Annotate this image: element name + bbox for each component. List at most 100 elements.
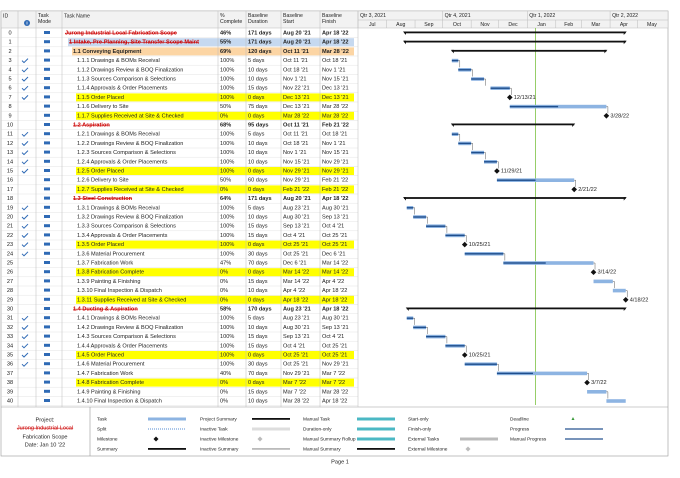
progress-bar xyxy=(451,133,459,135)
quarter-label: Qtr 1, 2022 xyxy=(529,13,555,19)
link-arrow xyxy=(606,391,609,399)
summary-cap xyxy=(572,123,576,127)
duration: 70 days xyxy=(248,260,268,266)
start-date: Nov 1 '21 xyxy=(283,76,306,82)
legend-symbol xyxy=(465,446,471,452)
task-name: 1.3.2 Drawings Review & BOQ Finalization xyxy=(77,214,183,220)
link-arrow xyxy=(471,69,473,77)
start-date: Nov 29 '21 xyxy=(283,168,310,174)
task-mode-icon xyxy=(44,150,50,154)
pct-complete: 100% xyxy=(220,76,234,82)
task-bar xyxy=(587,390,607,394)
pct-complete: 100% xyxy=(220,205,234,211)
legend-label: Summary xyxy=(97,446,118,452)
duration: 70 days xyxy=(248,371,268,377)
link-arrow xyxy=(471,143,473,151)
finish-date: Oct 4 '21 xyxy=(322,334,344,340)
task-name: 1.4.8 Fabrication Complete xyxy=(77,380,144,386)
finish-date: Mar 28 '22 xyxy=(322,389,348,395)
task-id: 38 xyxy=(7,380,13,386)
progress-bar xyxy=(496,372,533,375)
complete-check xyxy=(21,76,29,82)
pct-complete: 0% xyxy=(220,389,228,395)
task-id: 36 xyxy=(7,362,13,368)
column-header: Baseline Start xyxy=(283,13,303,25)
start-date: Oct 11 '21 xyxy=(283,49,309,55)
task-mode-icon xyxy=(44,132,50,136)
month-label: Jan xyxy=(537,22,545,28)
finish-date: Feb 21 '22 xyxy=(322,187,348,193)
milestone xyxy=(494,168,500,174)
month-label: Oct xyxy=(453,22,462,28)
finish-date: Apr 18 '22 xyxy=(322,30,349,36)
task-mode-icon xyxy=(44,159,50,163)
summary-cap xyxy=(450,49,454,54)
task-id: 2 xyxy=(8,49,11,55)
complete-check xyxy=(21,205,29,211)
pct-complete: 100% xyxy=(220,141,234,147)
row-highlight xyxy=(76,93,354,102)
task-name: 1.4.2 Drawings Review & BOQ Finalization xyxy=(77,325,183,331)
info-glyph: i xyxy=(26,20,27,25)
task-mode-icon xyxy=(44,261,50,264)
task-name: 1.2.6 Delivery to Site xyxy=(77,178,129,184)
complete-check xyxy=(21,251,29,257)
progress-bar xyxy=(484,161,497,163)
duration: 0 days xyxy=(248,187,265,193)
finish-date: Aug 30 '21 xyxy=(322,205,349,211)
task-bar xyxy=(606,399,626,403)
start-date: Oct 18 '21 xyxy=(283,67,308,73)
task-name: 1.3.1 Drawings & BOMs Receival xyxy=(77,205,160,211)
task-mode-icon xyxy=(44,242,50,246)
legend-symbol xyxy=(357,448,395,450)
legend-symbol xyxy=(565,438,603,440)
task-id: 15 xyxy=(7,168,13,174)
pct-complete: 100% xyxy=(220,233,234,239)
duration: 15 days xyxy=(248,334,268,340)
finish-date: Aug 30 '21 xyxy=(322,316,349,322)
finish-date: Nov 15 '21 xyxy=(322,76,349,82)
row-highlight xyxy=(68,38,354,47)
legend-symbol xyxy=(357,417,395,421)
legend-label: Manual Task xyxy=(303,416,330,422)
finish-date: Nov 29 '21 xyxy=(322,159,349,165)
month-label: Jul xyxy=(369,22,376,28)
pct-complete: 68% xyxy=(220,122,231,128)
duration: 171 days xyxy=(248,40,272,46)
column-header: Baseline Finish xyxy=(322,13,342,25)
milestone-label: 11/29/21 xyxy=(501,168,522,174)
pct-complete: 50% xyxy=(220,178,231,184)
start-date: Oct 25 '21 xyxy=(283,352,308,358)
finish-date: Apr 18 '22 xyxy=(322,398,347,404)
pct-complete: 100% xyxy=(220,343,234,349)
complete-check xyxy=(21,67,29,73)
finish-date: Nov 29 '21 xyxy=(322,362,349,368)
milestone-label: 3/14/22 xyxy=(598,270,617,276)
column-header: ID xyxy=(3,13,8,19)
finish-date: Apr 4 '22 xyxy=(322,279,344,285)
complete-check xyxy=(21,361,29,367)
task-name: 1.1.7 Supplies Received at Site & Checke… xyxy=(77,113,184,119)
task-name: 1.3 Steel Construction xyxy=(73,196,133,202)
finish-date: Feb 21 '22 xyxy=(322,122,349,128)
summary-cap xyxy=(450,123,454,127)
legend-symbol xyxy=(252,418,290,420)
complete-check xyxy=(21,223,29,229)
task-name: 1.2.2 Drawings Review & BOQ Finalization xyxy=(77,141,183,147)
summary-bar xyxy=(406,307,626,310)
quarter-label: Qtr 4, 2021 xyxy=(445,13,471,19)
task-name: 1.2.1 Drawings & BOMs Receival xyxy=(77,132,160,138)
duration: 15 days xyxy=(248,343,268,349)
milestone xyxy=(507,94,513,101)
task-mode-icon xyxy=(44,178,50,182)
complete-check xyxy=(21,242,29,248)
duration: 5 days xyxy=(248,205,265,211)
duration: 15 days xyxy=(248,279,268,285)
progress-bar xyxy=(471,151,485,154)
complete-check xyxy=(21,352,29,358)
header-line: Baseline xyxy=(248,13,268,19)
progress-bar xyxy=(451,59,459,62)
row-highlight xyxy=(76,378,354,387)
finish-date: Mar 14 '22 xyxy=(322,260,348,266)
duration: 10 days xyxy=(248,288,268,294)
